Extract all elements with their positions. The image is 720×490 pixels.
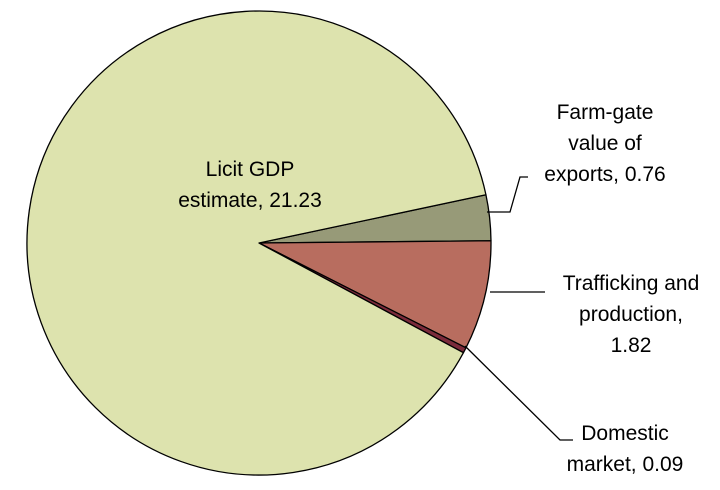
data-label-licit-gdp-estimate: Licit GDP estimate, 21.23 (178, 158, 322, 212)
data-label-line: Domestic (581, 422, 669, 445)
data-label-line: production, (579, 303, 683, 326)
data-label-line: Farm-gate (557, 101, 654, 124)
leader-line-farm-gate-value-of-exports (487, 176, 528, 213)
pie-slice-trafficking-and-production (258, 240, 492, 349)
data-label-line: value of (568, 132, 642, 155)
data-label-line: Trafficking and (563, 272, 700, 295)
data-label-line: Licit GDP (206, 158, 295, 181)
data-label-line: market, 0.09 (567, 453, 684, 476)
leader-line-domestic-market (464, 345, 573, 441)
data-labels: Licit GDP estimate, 21.23 Farm-gate value o… (178, 101, 699, 476)
pie-slices (26, 10, 492, 476)
data-label-trafficking-and-production: Trafficking and production, 1.82 (563, 272, 700, 357)
data-label-domestic-market: Domestic market, 0.09 (567, 422, 684, 476)
data-label-line: exports, 0.76 (544, 163, 665, 186)
data-label-line: 1.82 (611, 334, 652, 357)
data-label-farm-gate-value-of-exports: Farm-gate value of exports, 0.76 (544, 101, 665, 186)
data-label-line: estimate, 21.23 (178, 189, 322, 212)
pie-slice-licit-gdp-estimate (26, 10, 487, 476)
leader-lines (464, 176, 573, 441)
